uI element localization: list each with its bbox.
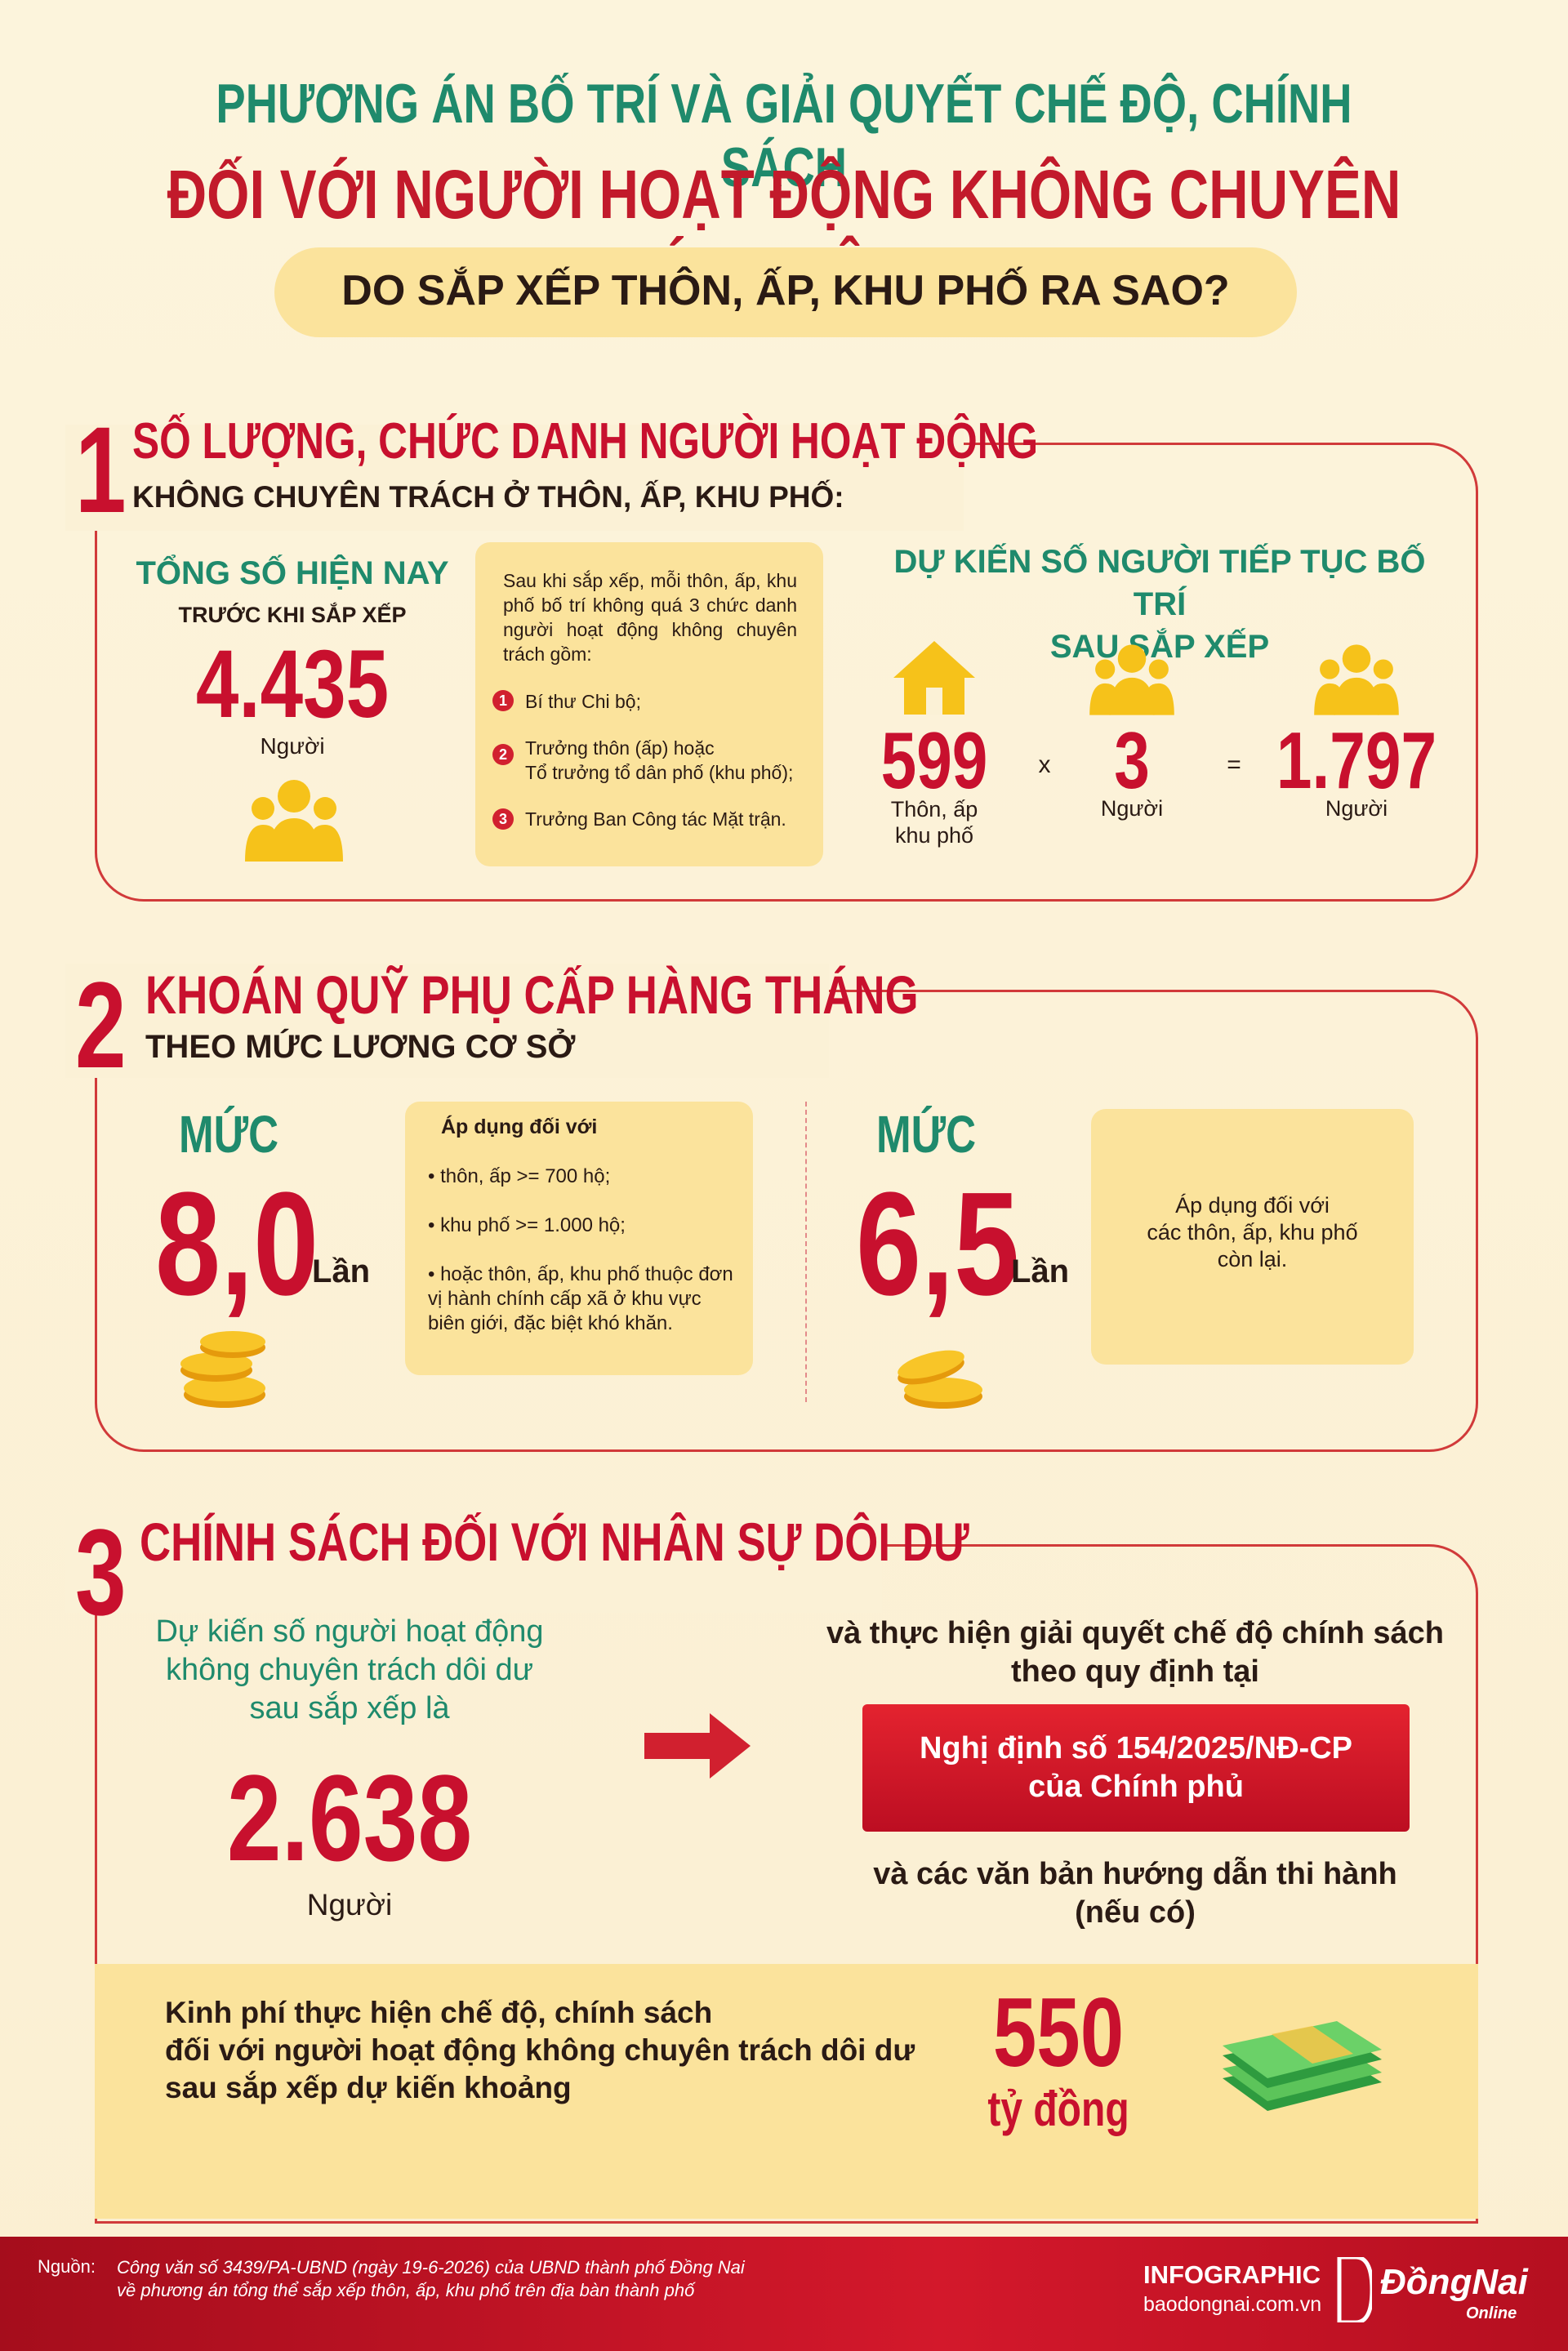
item-number: 1 [492, 690, 514, 711]
level-label: MỨC [875, 1105, 977, 1164]
bullet: • [428, 1165, 441, 1187]
text: và thực hiện giải quyết chế độ chính sác… [826, 1616, 1444, 1689]
note-box [475, 542, 823, 866]
money-icon [1223, 2021, 1382, 2111]
big-number: 599 [880, 715, 988, 805]
forecast-heading: DỰ KIẾN SỐ NGƯỜI TIẾP TỤC BỐ TRÍ SAU SẮP… [893, 544, 1426, 665]
frame-mask [65, 425, 964, 531]
coins-icon [898, 1350, 982, 1409]
note-item: • thôn, ấp >= 700 hộ; [428, 1164, 738, 1189]
big-number: 4.435 [195, 630, 390, 738]
section-number: 2 [75, 956, 127, 1093]
bullet: • [428, 1214, 441, 1236]
level-unit: Lần [1011, 1253, 1070, 1289]
house-icon [893, 641, 975, 715]
section-heading: CHÍNH SÁCH ĐỐI VỚI NHÂN SỰ DÔI DƯ [140, 1512, 969, 1572]
note-item: • khu phố >= 1.000 hộ; [428, 1213, 738, 1238]
footer [0, 2237, 1568, 2351]
people-icon [1089, 644, 1174, 715]
logo-text: ĐồngNai [1380, 2262, 1528, 2302]
budget-value: 550 [992, 1978, 1125, 2087]
note-item-text: khu phố >= 1.000 hộ; [440, 1214, 626, 1236]
note-intro: Áp dụng đối với [441, 1115, 598, 1138]
bullet: • [428, 1263, 441, 1285]
note-box [405, 1102, 753, 1375]
note-item: • hoặc thôn, ấp, khu phố thuộc đơn vị hà… [428, 1262, 738, 1336]
section-number: 1 [75, 401, 127, 538]
unit: Người [260, 733, 325, 759]
frame-mask [65, 964, 829, 1078]
unit: Người [306, 1888, 393, 1921]
operator: = [1227, 751, 1241, 778]
budget-unit: tỷ đồng [987, 2082, 1129, 2136]
note-item-text: thôn, ấp >= 700 hộ; [440, 1165, 611, 1187]
source-text: Công văn số 3439/PA-UBND (ngày 19-6-2026… [117, 2257, 745, 2300]
website: baodongnai.com.vn [1143, 2293, 1322, 2316]
unit: Thôn, ấp khu phố [890, 797, 978, 848]
intro-text: Dự kiến số người hoạt động không chuyên … [155, 1614, 544, 1725]
level-label: MỨC [178, 1105, 279, 1164]
brand: INFOGRAPHIC [1143, 2260, 1321, 2289]
unit: Người [1100, 796, 1164, 821]
decree-box [862, 1704, 1410, 1832]
budget-text: Kinh phí thực hiện chế độ, chính sách đố… [165, 1996, 915, 2104]
section-number: 3 [75, 1503, 127, 1641]
section-heading: KHOÁN QUỸ PHỤ CẤP HÀNG THÁNG [145, 964, 919, 1025]
frame-mask [65, 1515, 882, 1613]
operator: x [1038, 751, 1051, 778]
title-line1: PHƯƠNG ÁN BỐ TRÍ VÀ GIẢI QUYẾT CHẾ ĐỘ, C… [216, 73, 1352, 198]
item-number: 3 [492, 808, 514, 830]
note-text: Áp dụng đối với các thôn, ấp, khu phố cò… [1147, 1193, 1358, 1271]
section-heading: SỐ LƯỢNG, CHỨC DANH NGƯỜI HOẠT ĐỘNG [132, 413, 1039, 470]
text: và các văn bản hướng dẫn thi hành (nếu c… [873, 1857, 1397, 1930]
subtitle-pill [274, 247, 1297, 337]
divider [805, 1102, 807, 1402]
logo-sub: Online [1466, 2304, 1517, 2322]
logo-mark [1337, 2257, 1372, 2322]
unit: Người [1325, 796, 1388, 821]
note-item: Trưởng thôn (ấp) hoặc Tổ trưởng tổ dân p… [525, 737, 794, 783]
arrow-icon [644, 1713, 751, 1779]
note-item-text: hoặc thôn, ấp, khu phố thuộc đơn vị hành… [428, 1263, 733, 1334]
note-item: Trưởng Ban Công tác Mặt trận. [525, 808, 786, 830]
sublabel: TRƯỚC KHI SẮP XẾP [178, 603, 407, 627]
level-unit: Lần [312, 1253, 371, 1289]
source-label: Nguồn: [38, 2256, 96, 2277]
note-intro: Sau khi sắp xếp, mỗi thôn, ấp, khu phố b… [503, 570, 797, 665]
decree: Nghị định số 154/2025/NĐ-CP của Chính ph… [919, 1731, 1352, 1804]
coins-icon [180, 1331, 265, 1408]
label: TỔNG SỐ HIỆN NAY [136, 555, 449, 591]
level-value: 8,0 [155, 1162, 319, 1326]
section-subheading: KHÔNG CHUYÊN TRÁCH Ở THÔN, ẤP, KHU PHỐ: [132, 480, 844, 514]
big-number: 1.797 [1276, 715, 1437, 805]
people-icon [1314, 644, 1399, 715]
big-number: 2.638 [226, 1749, 473, 1886]
section-subheading: THEO MỨC LƯƠNG CƠ SỞ [145, 1029, 576, 1065]
item-number: 2 [492, 744, 514, 765]
people-icon [245, 780, 343, 862]
note-item: Bí thư Chi bộ; [525, 691, 641, 712]
level-value: 6,5 [856, 1162, 1020, 1326]
big-number: 3 [1114, 715, 1150, 805]
note-box [1091, 1109, 1414, 1365]
subtitle: DO SẮP XẾP THÔN, ẤP, KHU PHỐ RA SAO? [341, 267, 1230, 314]
